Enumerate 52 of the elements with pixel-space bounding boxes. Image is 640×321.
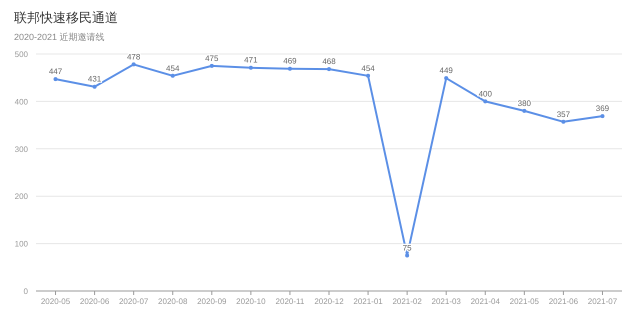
point bbox=[366, 74, 370, 78]
point bbox=[561, 120, 566, 124]
data-label: 431 bbox=[88, 74, 102, 84]
x-tick-label: 2021-05 bbox=[510, 297, 540, 306]
y-tick-label: 200 bbox=[14, 192, 29, 202]
point bbox=[210, 64, 214, 68]
y-tick-label: 400 bbox=[14, 97, 29, 106]
x-tick-label: 2021-04 bbox=[470, 297, 500, 306]
data-label: 478 bbox=[126, 52, 141, 62]
data-label: 475 bbox=[205, 54, 220, 63]
point bbox=[288, 66, 292, 71]
point bbox=[444, 76, 448, 80]
x-tick-label: 2021-03 bbox=[432, 297, 462, 306]
x-tick-label: 2020-08 bbox=[158, 297, 188, 306]
data-label: 447 bbox=[48, 67, 63, 76]
data-label: 449 bbox=[440, 66, 454, 76]
point bbox=[54, 77, 58, 82]
x-tick-label: 2020-11 bbox=[276, 297, 305, 306]
data-label: 357 bbox=[556, 110, 571, 119]
x-tick-label: 2020-10 bbox=[236, 297, 266, 306]
point bbox=[92, 84, 97, 89]
chart-subtitle: 2020-2021 近期邀请线 bbox=[14, 32, 105, 42]
x-tick-label: 2021-01 bbox=[353, 297, 384, 306]
x-tick-label: 2020-12 bbox=[314, 297, 344, 306]
x-tick-label: 2021-06 bbox=[548, 297, 579, 306]
y-tick-label: 300 bbox=[14, 144, 29, 154]
data-label: 400 bbox=[478, 89, 492, 98]
y-tick-label: 500 bbox=[14, 50, 29, 59]
x-tick-label: 2021-07 bbox=[588, 297, 618, 306]
x-tick-label: 2021-02 bbox=[392, 297, 422, 306]
data-label: 471 bbox=[244, 56, 258, 65]
y-tick-label: 100 bbox=[14, 240, 29, 249]
point bbox=[600, 114, 604, 118]
x-tick-label: 2020-09 bbox=[197, 297, 228, 306]
x-tick-label: 2020-07 bbox=[118, 297, 149, 306]
point bbox=[248, 66, 253, 70]
chart-title: 联邦快速移民通道 bbox=[14, 10, 118, 25]
data-label: 469 bbox=[283, 56, 298, 66]
point bbox=[522, 108, 526, 113]
point bbox=[132, 62, 136, 66]
point bbox=[327, 67, 331, 72]
data-label: 369 bbox=[596, 104, 610, 114]
point bbox=[405, 253, 410, 258]
point bbox=[170, 74, 175, 78]
point bbox=[483, 99, 488, 104]
data-label: 468 bbox=[322, 57, 336, 66]
y-tick-label: 0 bbox=[24, 287, 29, 296]
x-tick-label: 2020-05 bbox=[40, 297, 71, 306]
data-label: 454 bbox=[166, 64, 180, 73]
x-tick-label: 2020-06 bbox=[80, 297, 110, 306]
data-label: 454 bbox=[361, 64, 376, 73]
data-label: 380 bbox=[518, 98, 532, 108]
